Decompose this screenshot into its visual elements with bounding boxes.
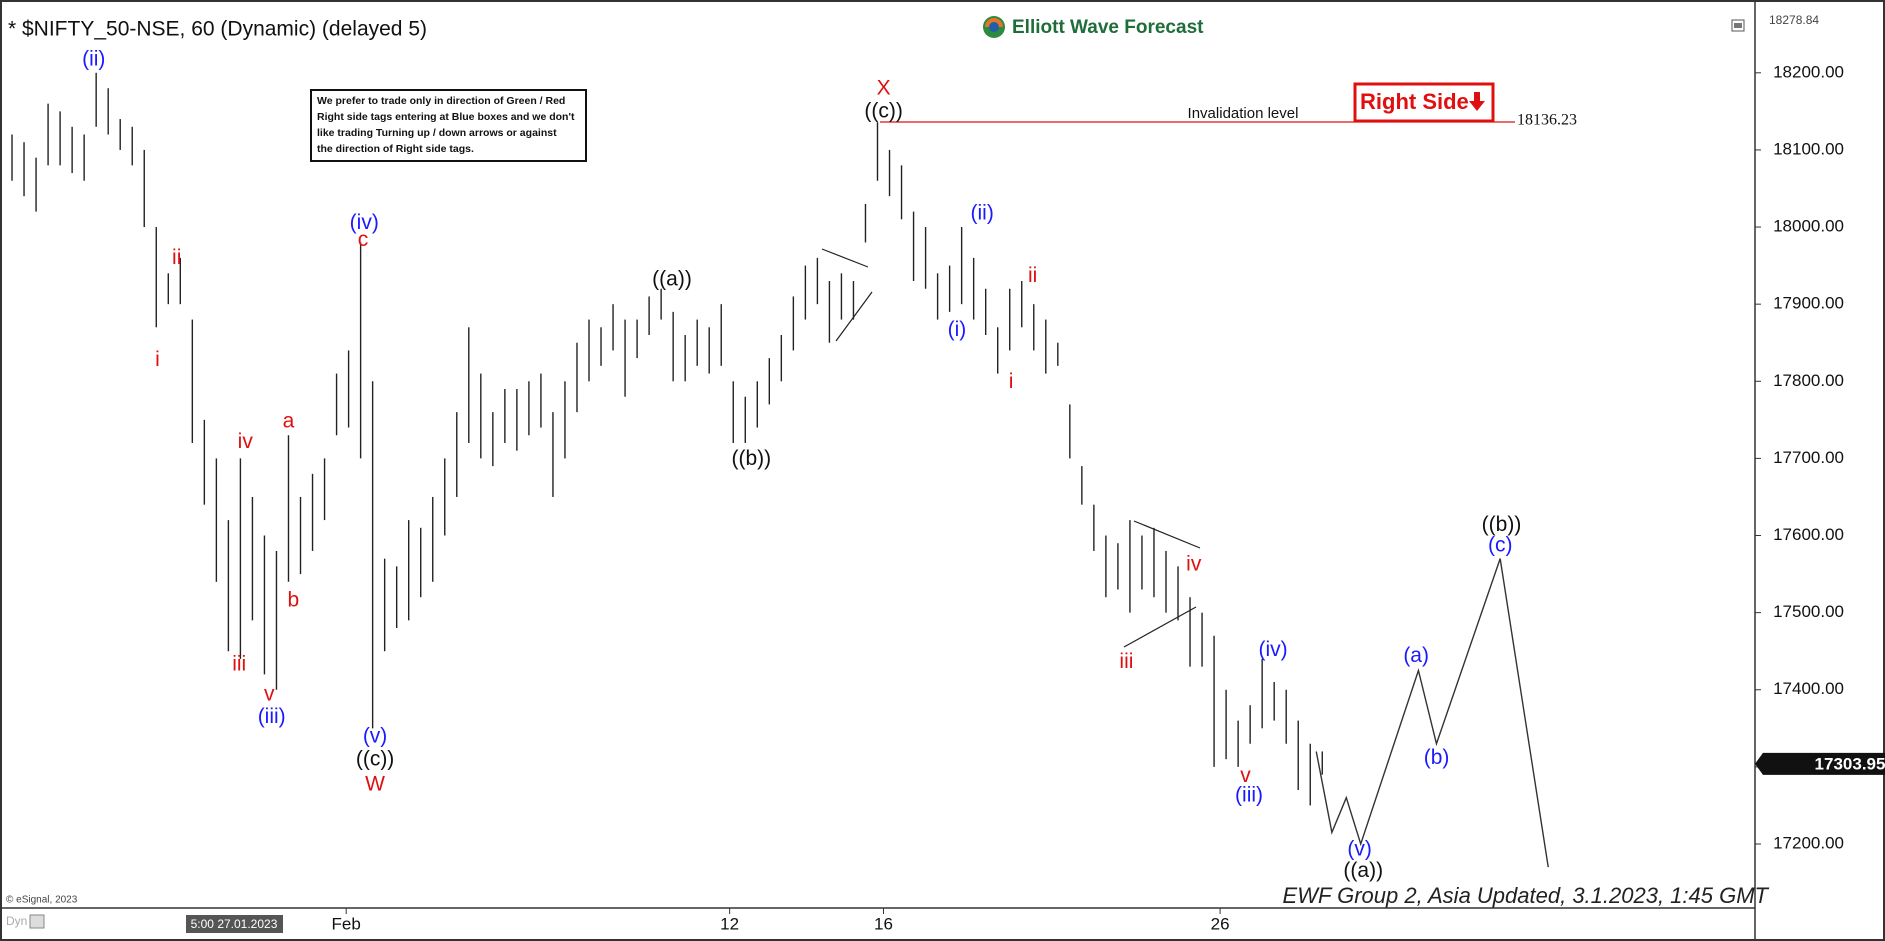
brand-logo: Elliott Wave Forecast xyxy=(983,16,1204,38)
y-tick-label: 18200.00 xyxy=(1773,62,1844,81)
wave-label: X xyxy=(877,77,891,100)
logo-core xyxy=(989,22,999,32)
wave-label: ii xyxy=(1028,264,1037,287)
note-box: We prefer to trade only in direction of … xyxy=(310,89,587,162)
wave-label: a xyxy=(283,410,295,433)
cursor-time-box xyxy=(186,915,283,933)
wave-label: c xyxy=(358,228,369,251)
wave-label: ii xyxy=(172,246,181,269)
projection-path xyxy=(1315,558,1549,868)
y-tick-label: 17800.00 xyxy=(1773,371,1844,390)
wave-label: (i) xyxy=(948,318,967,341)
cursor-time: 5:00 27.01.2023 xyxy=(191,917,278,931)
wave-label: (b) xyxy=(1424,746,1450,769)
y-tick-label: 18100.00 xyxy=(1773,139,1844,158)
note-line: the direction of Right side tags. xyxy=(317,143,474,155)
wave-label: i xyxy=(155,348,160,371)
wave-label: (ii) xyxy=(82,48,105,71)
wave-label: ((a)) xyxy=(652,268,692,291)
wave-label: (v) xyxy=(363,724,388,747)
wave-label: ((b)) xyxy=(1482,513,1522,536)
top-price: 18278.84 xyxy=(1769,13,1819,27)
triangle-line xyxy=(1133,520,1201,549)
note-frame xyxy=(310,89,587,162)
x-tick-label: 12 xyxy=(720,914,739,933)
corner-icon xyxy=(29,914,45,929)
wave-label: W xyxy=(365,773,385,796)
x-tick-label: 26 xyxy=(1211,914,1230,933)
triangle-line xyxy=(1123,606,1197,648)
y-tick-label: 17400.00 xyxy=(1773,679,1844,698)
x-tick-label: 16 xyxy=(874,914,893,933)
y-tick-label: 17200.00 xyxy=(1773,833,1844,852)
wave-label: (v) xyxy=(1347,837,1372,860)
chart-title: * $NIFTY_50-NSE, 60 (Dynamic) (delayed 5… xyxy=(8,18,427,41)
wave-label: (iv) xyxy=(1259,638,1288,661)
wave-label: i xyxy=(1009,370,1014,393)
wave-label: v xyxy=(1240,764,1251,787)
wave-label: (ii) xyxy=(971,202,994,225)
y-tick-label: 17600.00 xyxy=(1773,525,1844,544)
y-tick-label: 17900.00 xyxy=(1773,294,1844,313)
wave-label: (c) xyxy=(1488,533,1513,556)
wave-label: ((c)) xyxy=(356,747,394,770)
x-tick-label: Feb xyxy=(332,914,361,933)
note-line: We prefer to trade only in direction of … xyxy=(317,95,565,107)
last-price: 17303.95 xyxy=(1815,754,1885,773)
last-price-box xyxy=(1755,752,1885,775)
invalidation-label: Invalidation level xyxy=(1188,105,1299,122)
triangle-line xyxy=(821,248,869,268)
wave-label: iv xyxy=(1186,553,1202,576)
wave-label: b xyxy=(287,589,299,612)
right-side-tag: Right Side xyxy=(1353,82,1495,123)
wave-label: ((b)) xyxy=(732,447,772,470)
y-tick-label: 17700.00 xyxy=(1773,448,1844,467)
wave-label: iv xyxy=(238,430,254,453)
y-tick-label: 18000.00 xyxy=(1773,217,1844,236)
tag-text: Right Side xyxy=(1360,89,1469,114)
corner-label: Dyn xyxy=(6,914,27,928)
tag-arrow xyxy=(1469,92,1485,111)
wave-label: (iii) xyxy=(1235,783,1263,806)
wave-label: (iii) xyxy=(258,705,286,728)
wave-label: (iv) xyxy=(350,211,379,234)
wave-label: iii xyxy=(1119,650,1133,673)
wave-label: v xyxy=(264,682,275,705)
invalidation-value: 18136.23 xyxy=(1517,112,1577,129)
note-line: Right side tags entering at Blue boxes a… xyxy=(317,111,575,123)
wave-label: iii xyxy=(232,652,246,675)
note-line: like trading Turning up / down arrows or… xyxy=(317,127,557,139)
wave-label: ((c)) xyxy=(864,99,902,122)
wave-label: (a) xyxy=(1403,644,1429,667)
footer: EWF Group 2, Asia Updated, 3.1.2023, 1:4… xyxy=(1283,883,1770,908)
copyright: © eSignal, 2023 xyxy=(6,895,78,906)
tag-frame xyxy=(1353,82,1495,123)
brand-name: Elliott Wave Forecast xyxy=(1012,17,1204,38)
window-icon-fill xyxy=(1734,23,1742,28)
wave-label: ((a)) xyxy=(1343,859,1383,882)
y-tick-label: 17500.00 xyxy=(1773,602,1844,621)
